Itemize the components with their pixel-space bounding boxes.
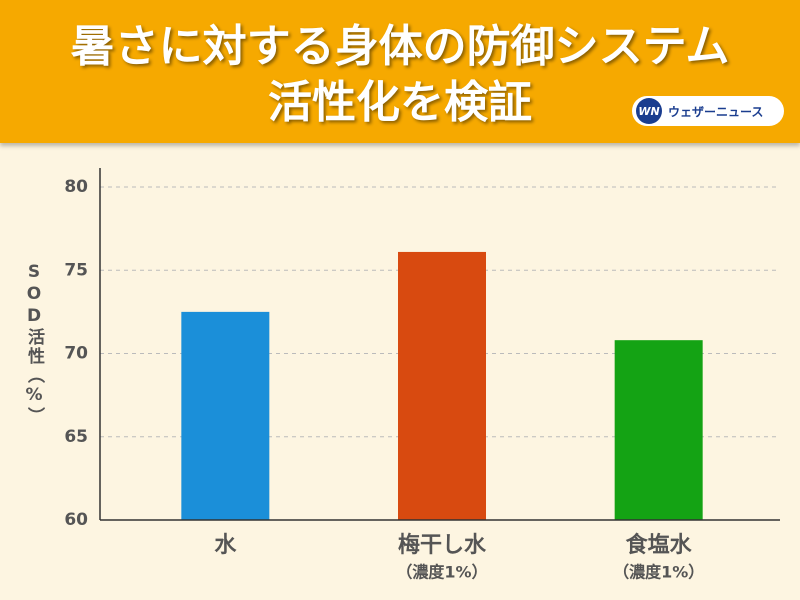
y-tick-label: 75	[64, 260, 88, 280]
y-tick-label: 60	[64, 510, 88, 530]
logo: WN ウェザーニュース	[632, 96, 784, 126]
bar	[181, 311, 270, 520]
title-line: 活性化を検証	[268, 77, 532, 128]
x-tick-label: 食塩水	[626, 532, 693, 558]
bar	[614, 340, 703, 520]
x-tick-note: （濃度1%）	[396, 563, 487, 582]
title-line: 暑さに対する身体の防御システム	[70, 21, 730, 72]
y-tick-label: 70	[64, 344, 88, 364]
header: 暑さに対する身体の防御システム 活性化を検証 WN ウェザーニュース	[0, 0, 800, 143]
y-tick-label: 80	[64, 177, 88, 197]
logo-text: ウェザーニュース	[668, 104, 764, 119]
x-tick-note: （濃度1%）	[613, 563, 704, 582]
y-axis-label: SOD活性（%）	[24, 262, 44, 426]
y-tick-label: 65	[64, 427, 88, 447]
x-tick-label: 梅干し水	[398, 532, 487, 558]
logo-mark: WN	[636, 98, 662, 124]
bar	[398, 251, 486, 520]
x-tick-label: 水	[214, 533, 237, 558]
